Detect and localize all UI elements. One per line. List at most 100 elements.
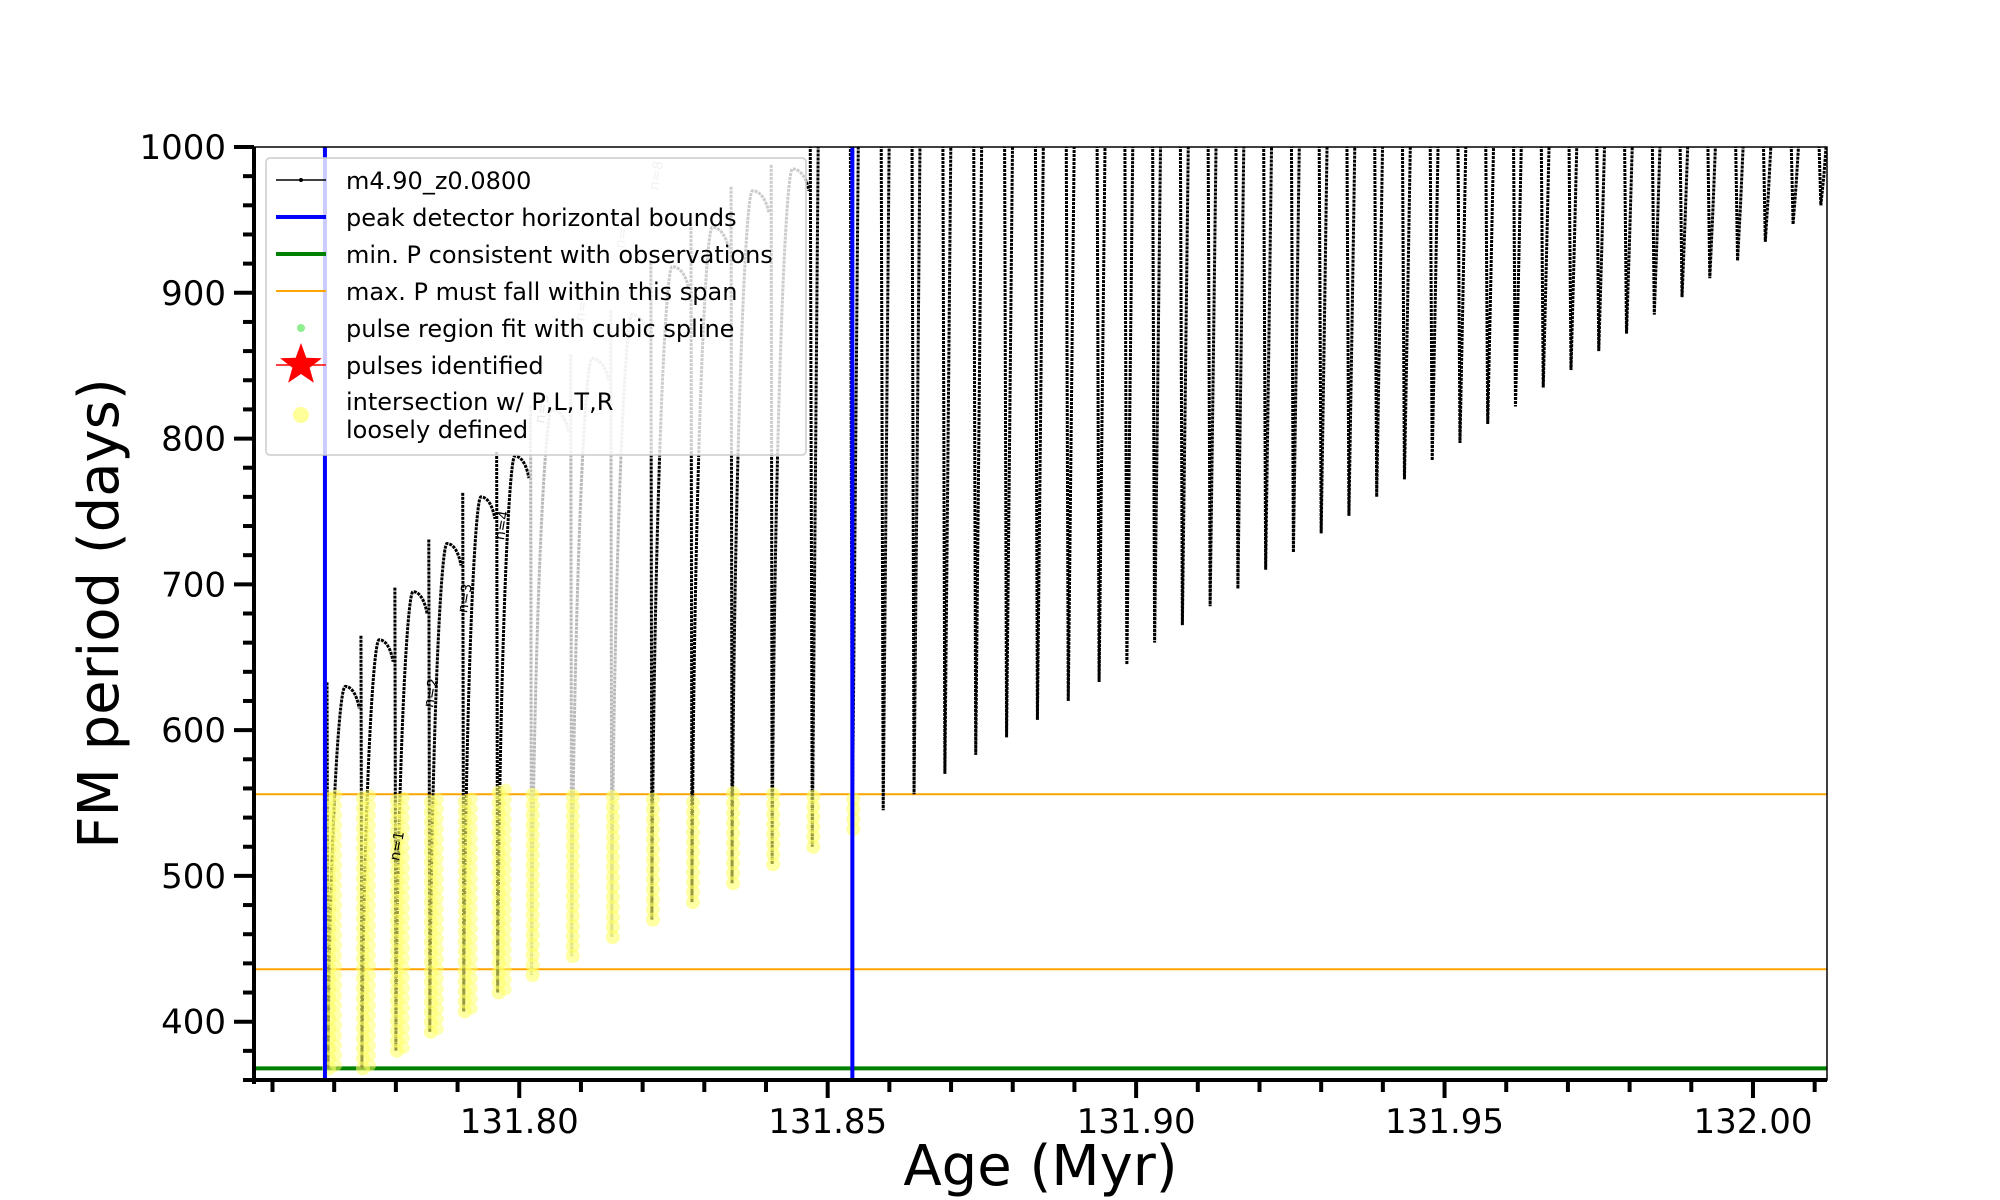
intersection-dot — [431, 792, 444, 805]
intersection-dot — [605, 790, 620, 805]
y-tick-label: 800 — [161, 420, 226, 460]
y-axis-label: FM period (days) — [67, 378, 132, 848]
legend-label: max. P must fall within this span — [346, 278, 737, 306]
intersection-dot — [525, 868, 540, 883]
intersection-dot — [726, 796, 741, 811]
pulse-cycle — [1345, 147, 1357, 516]
intersection-dot — [685, 895, 700, 910]
intersection-dot — [806, 789, 821, 804]
intersection-dot — [766, 817, 781, 832]
intersection-dot — [605, 870, 620, 885]
intersection-dot — [685, 875, 700, 890]
intersection-dot — [465, 792, 478, 805]
intersection-dot — [525, 938, 540, 953]
x-tick-label: 131.80 — [460, 1102, 579, 1142]
intersection-dot — [726, 836, 741, 851]
pulse-label: n=4 — [492, 509, 513, 541]
intersection-dot — [605, 840, 620, 855]
intersection-dot — [525, 888, 540, 903]
legend-label: pulse region fit with cubic spline — [346, 315, 734, 343]
intersection-dot — [645, 872, 660, 887]
pulse-cycle — [1289, 147, 1301, 553]
intersection-dot — [806, 839, 821, 854]
intersection-dot — [645, 792, 660, 807]
pulse-cycle — [1095, 147, 1107, 683]
pulse-cycle — [1456, 147, 1468, 443]
intersection-dot — [806, 799, 821, 814]
intersection-dot — [766, 807, 781, 822]
x-tick-label: 132.00 — [1693, 1102, 1812, 1142]
intersection-points — [322, 783, 861, 1076]
intersection-dot — [685, 795, 700, 810]
pulse-cycle — [1678, 147, 1690, 298]
intersection-dot — [645, 902, 660, 917]
intersection-dot — [726, 816, 741, 831]
intersection-dot — [525, 798, 540, 813]
x-tick-label: 131.95 — [1385, 1102, 1504, 1142]
intersection-dot — [726, 876, 741, 891]
intersection-dot — [685, 885, 700, 900]
pulse-cycle — [1484, 147, 1496, 425]
intersection-dot — [645, 812, 660, 827]
intersection-dot — [565, 819, 580, 834]
legend-label: peak detector horizontal bounds — [346, 204, 737, 232]
intersection-dot — [605, 930, 620, 945]
pulse-label: n=1 — [387, 830, 408, 862]
pulse-cycle — [1262, 147, 1274, 570]
intersection-dot — [565, 839, 580, 854]
x-tick-label: 131.85 — [768, 1102, 887, 1142]
intersection-dot — [565, 859, 580, 874]
intersection-dot — [605, 880, 620, 895]
legend-marker — [299, 178, 303, 182]
pulse-cycle — [1706, 147, 1717, 279]
intersection-dot — [605, 900, 620, 915]
horizontal-reference-lines — [254, 793, 1827, 1071]
y-tick-label: 900 — [161, 274, 226, 314]
intersection-dot — [806, 829, 821, 844]
pulse-cycle — [1401, 147, 1412, 480]
intersection-dot — [726, 856, 741, 871]
intersection-dot — [645, 832, 660, 847]
pulse-cycle — [879, 147, 891, 811]
pulse-cycle — [1762, 147, 1773, 242]
intersection-dot — [605, 850, 620, 865]
pulse-cycle — [1539, 147, 1551, 388]
intersection-dot — [685, 815, 700, 830]
y-tick-label: 1000 — [139, 128, 226, 168]
pulse-cycle — [972, 147, 984, 755]
legend-label: intersection w/ P,L,T,R — [346, 388, 613, 416]
intersection-dot — [565, 849, 580, 864]
legend-label: min. P consistent with observations — [346, 241, 773, 269]
intersection-dot — [605, 890, 620, 905]
pulse-cycle — [1178, 147, 1190, 626]
pulse-cycle — [1317, 147, 1329, 534]
intersection-dot — [565, 869, 580, 884]
intersection-dot — [605, 810, 620, 825]
intersection-dot — [685, 855, 700, 870]
intersection-dot — [363, 789, 376, 802]
pulse-cycle — [1033, 147, 1045, 720]
pulse-cycle — [1623, 147, 1634, 334]
intersection-dot — [525, 928, 540, 943]
intersection-dot — [525, 858, 540, 873]
intersection-dot — [685, 845, 700, 860]
intersection-dot — [499, 783, 512, 796]
intersection-dot — [726, 826, 741, 841]
intersection-dot — [685, 805, 700, 820]
y-tick-label: 500 — [161, 857, 226, 897]
intersection-dot — [525, 818, 540, 833]
pulse-cycle — [1373, 147, 1385, 497]
pulse-cycle — [1567, 147, 1579, 371]
pulse-cycle — [1064, 147, 1076, 701]
intersection-dot — [806, 819, 821, 834]
intersection-dot — [565, 929, 580, 944]
intersection-dot — [645, 852, 660, 867]
pulse-cycle — [1123, 147, 1135, 665]
pulse-cycle — [1003, 147, 1014, 738]
pulse-cycle — [1428, 147, 1440, 461]
intersection-dot — [645, 802, 660, 817]
intersection-dot — [726, 846, 741, 861]
pulse-cycle — [1512, 147, 1523, 407]
intersection-dot — [605, 800, 620, 815]
